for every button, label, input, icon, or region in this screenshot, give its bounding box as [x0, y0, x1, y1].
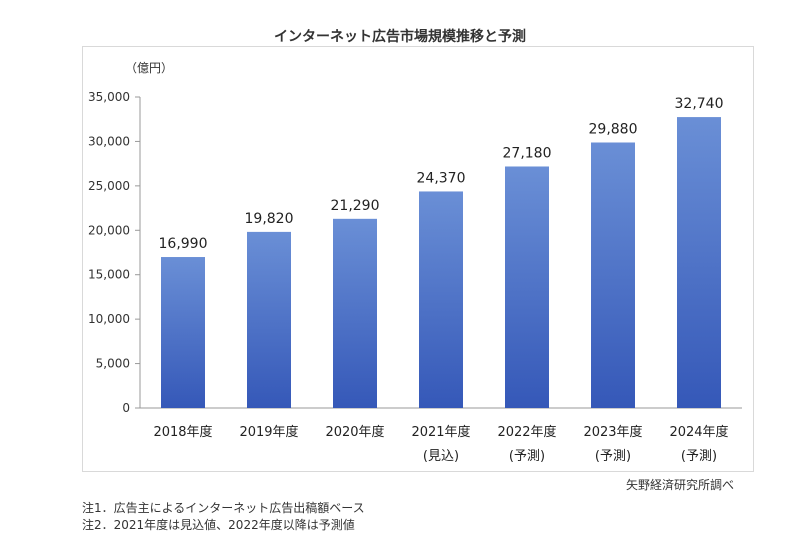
- bar: [677, 117, 721, 408]
- x-tick-label: 2020年度: [325, 424, 384, 440]
- x-tick-sublabel: (予測): [509, 449, 545, 464]
- y-axis: （億円） 0 5,000 10,000 15,000 20,000 25,000 30,000…: [88, 61, 742, 415]
- bar-value-label: 27,180: [503, 145, 552, 161]
- x-tick-label: 2019年度: [239, 424, 298, 440]
- footnotes: 注1．広告主によるインターネット広告出稿額ベース 注2．2021年度は見込値、2…: [82, 500, 365, 534]
- bar: [505, 166, 549, 408]
- y-axis-unit-label: （億円）: [125, 61, 173, 75]
- y-tick-label: 5,000: [96, 357, 130, 371]
- bar: [247, 231, 291, 408]
- bar-value-label: 32,740: [675, 96, 724, 112]
- chart-frame: [82, 46, 754, 472]
- bar: [419, 191, 463, 408]
- x-tick-label: 2021年度: [411, 424, 470, 440]
- bar-value-label: 21,290: [331, 198, 380, 214]
- bar: [591, 142, 635, 408]
- bar-value-label: 29,880: [589, 121, 638, 137]
- footnote-1: 注1．広告主によるインターネット広告出稿額ベース: [82, 501, 365, 515]
- y-tick-label: 35,000: [88, 90, 130, 104]
- x-tick-label: 2024年度: [669, 424, 728, 440]
- y-tick-label: 0: [122, 401, 130, 415]
- bars: 16,990 19,820 21,290 24,370 27,180 29,880 32,7…: [159, 96, 724, 408]
- source-note: 矢野経済研究所調べ: [625, 478, 734, 492]
- x-tick-sublabel: (予測): [681, 449, 717, 464]
- y-tick-label: 15,000: [88, 268, 130, 282]
- y-tick-label: 10,000: [88, 312, 130, 326]
- y-tick-label: 20,000: [88, 223, 130, 237]
- y-tick-label: 25,000: [88, 179, 130, 193]
- x-tick-label: 2018年度: [153, 424, 212, 440]
- bar-value-label: 16,990: [159, 236, 208, 252]
- x-tick-label: 2023年度: [583, 424, 642, 440]
- y-tick-label: 30,000: [88, 134, 130, 148]
- bar-value-label: 19,820: [245, 211, 294, 227]
- bar: [161, 257, 205, 408]
- x-tick-sublabel: (予測): [595, 449, 631, 464]
- bar: [333, 218, 377, 408]
- x-axis-labels: 2018年度 2019年度 2020年度 2021年度 (見込) 2022年度 (予測) 20…: [153, 424, 728, 464]
- footnote-2: 注2．2021年度は見込値、2022年度以降は予測値: [82, 518, 355, 532]
- chart-title: インターネット広告市場規模推移と予測: [274, 29, 526, 45]
- x-tick-sublabel: (見込): [423, 449, 459, 464]
- x-tick-label: 2022年度: [497, 424, 556, 440]
- bar-value-label: 24,370: [417, 170, 466, 186]
